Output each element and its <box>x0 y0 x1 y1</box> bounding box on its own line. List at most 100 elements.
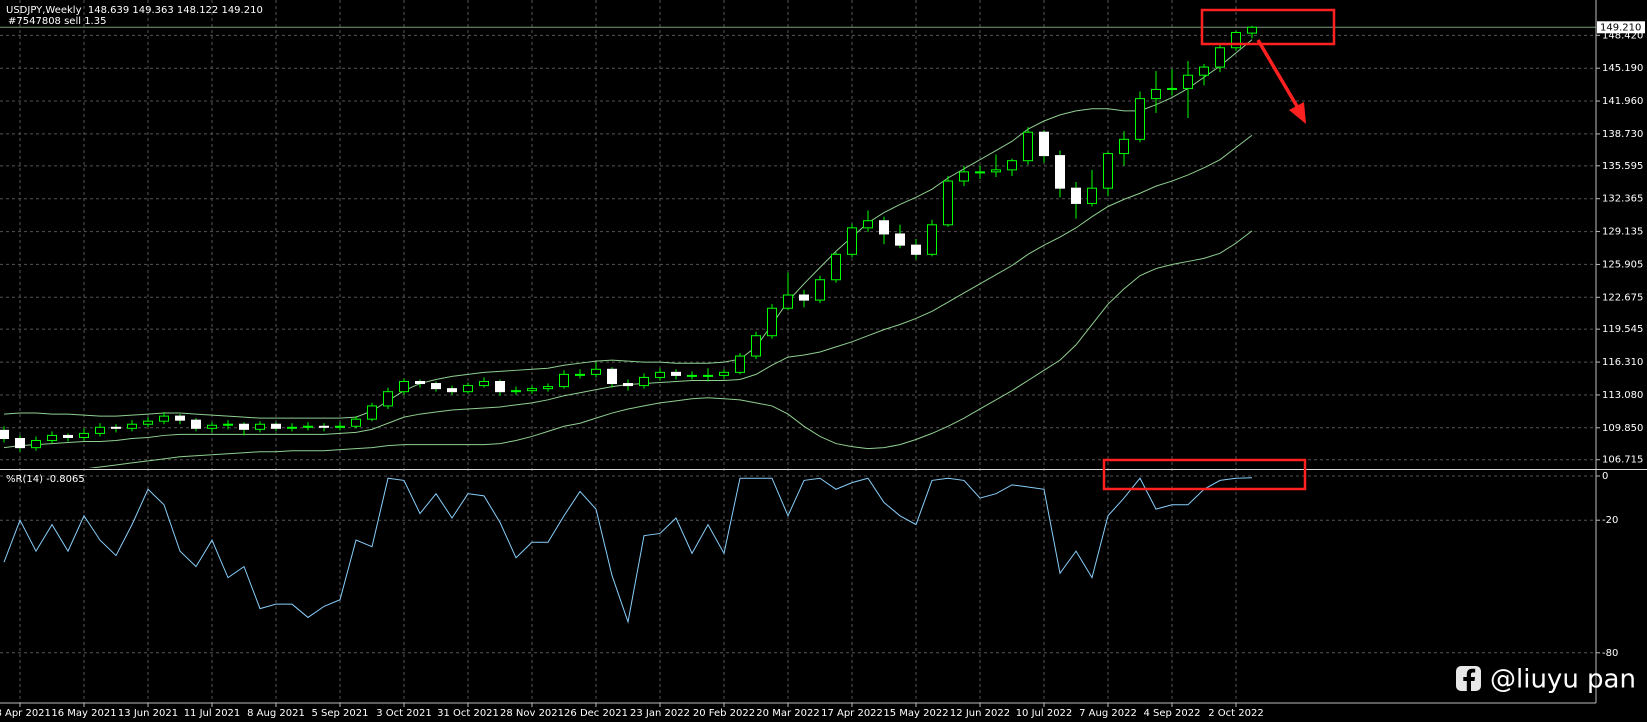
candle-body <box>703 374 713 377</box>
candle-body <box>831 253 841 281</box>
candle-body <box>47 434 57 442</box>
candle-body <box>783 294 793 309</box>
candle-body <box>671 371 681 376</box>
candle-body <box>239 423 249 430</box>
price-pane <box>0 25 1596 468</box>
indicator-title: %R(14) -0.8065 <box>6 474 85 485</box>
candle-body <box>879 220 889 235</box>
candle-body <box>1167 87 1177 90</box>
x-tick-label: 26 Dec 2021 <box>564 708 628 719</box>
candle-body <box>911 244 921 255</box>
candle-body <box>271 423 281 429</box>
candle-body <box>1247 26 1257 34</box>
candle-body <box>575 373 585 376</box>
watermark-text: @liuyu pan <box>1490 665 1636 695</box>
candle-body <box>1055 155 1065 189</box>
candle-body <box>1103 153 1113 189</box>
x-tick-label: 31 Oct 2021 <box>437 708 499 719</box>
candle-body <box>767 307 777 337</box>
candle-body <box>1135 98 1145 140</box>
x-tick-label: 2 Oct 2022 <box>1208 708 1263 719</box>
candle-body <box>863 220 873 229</box>
candle-body <box>927 224 937 255</box>
candle-body <box>527 388 537 392</box>
x-tick-label: 7 Aug 2022 <box>1079 708 1137 719</box>
y-tick-label: 0 <box>1602 471 1608 482</box>
candle-body <box>127 423 137 429</box>
candle-body <box>223 423 233 426</box>
candle-body <box>895 233 905 246</box>
candle-body <box>1119 138 1129 155</box>
y-tick-label: 116.310 <box>1602 357 1643 368</box>
candle-body <box>799 294 809 301</box>
y-tick-label: 109.850 <box>1602 423 1643 434</box>
x-tick-label: 8 Aug 2021 <box>247 708 305 719</box>
x-tick-label: 5 Sep 2021 <box>311 708 368 719</box>
x-tick-label: 4 Sep 2022 <box>1143 708 1200 719</box>
y-tick-label: 145.190 <box>1602 63 1643 74</box>
candle-body <box>815 279 825 301</box>
y-tick-label: 141.960 <box>1602 96 1643 107</box>
x-tick-label: 23 Jan 2022 <box>630 708 690 719</box>
candle-body <box>447 388 457 393</box>
candle-body <box>719 371 729 376</box>
candle-body <box>95 426 105 434</box>
y-tick-label: 132.365 <box>1602 194 1643 205</box>
y-tick-label: 135.595 <box>1602 161 1643 172</box>
candle-body <box>335 425 345 428</box>
candle-body <box>207 424 217 429</box>
candle-body <box>351 418 361 427</box>
candle-body <box>319 425 329 428</box>
band-lower <box>88 230 1253 468</box>
candle-body <box>191 419 201 429</box>
candle-body <box>0 429 9 439</box>
candle-body <box>63 434 73 438</box>
candle-body <box>367 405 377 420</box>
candle-body <box>559 373 569 388</box>
candle-body <box>1039 131 1049 157</box>
candle-body <box>159 415 169 422</box>
candle-body <box>495 381 505 393</box>
candle-body <box>687 374 697 377</box>
x-tick-label: 20 Feb 2022 <box>693 708 755 719</box>
candle-body <box>479 381 489 387</box>
candle-body <box>1199 66 1209 76</box>
candle-body <box>1087 187 1097 204</box>
candle-body <box>143 420 153 425</box>
candle-body <box>623 383 633 387</box>
candle-body <box>991 169 1001 173</box>
candle-body <box>943 180 953 226</box>
candle-body <box>639 376 649 387</box>
highlight-box <box>1102 458 1307 491</box>
x-tick-label: 17 Apr 2022 <box>821 708 883 719</box>
candle-body <box>287 426 297 429</box>
candle-body <box>1183 74 1193 89</box>
candle-body <box>399 381 409 393</box>
y-tick-label: 119.545 <box>1602 324 1643 335</box>
candle-body <box>543 386 553 390</box>
order-label: #7547808 sell 1.35 <box>8 16 106 27</box>
current-price-box <box>1597 21 1645 34</box>
candle-body <box>175 415 185 421</box>
candle-body <box>111 426 121 429</box>
candle-body <box>591 368 601 375</box>
band-upper <box>3 39 1253 419</box>
current-price-label: 149.210 <box>1600 22 1641 33</box>
arrow-shaft <box>1256 39 1300 109</box>
x-tick-label: 13 Jun 2021 <box>118 708 178 719</box>
arrow-head <box>1289 102 1306 124</box>
candle-body <box>415 381 425 385</box>
candle-body <box>1071 187 1081 204</box>
x-tick-label: 11 Jul 2021 <box>184 708 241 719</box>
candle-body <box>735 355 745 373</box>
y-tick-label: 138.730 <box>1602 129 1643 140</box>
y-tick-label: 148.420 <box>1602 30 1643 41</box>
facebook-glyph <box>1463 668 1476 692</box>
candle-body <box>303 425 313 428</box>
grid-layer <box>0 0 1596 703</box>
candle-body <box>463 385 473 393</box>
indicator-line <box>3 477 1253 624</box>
